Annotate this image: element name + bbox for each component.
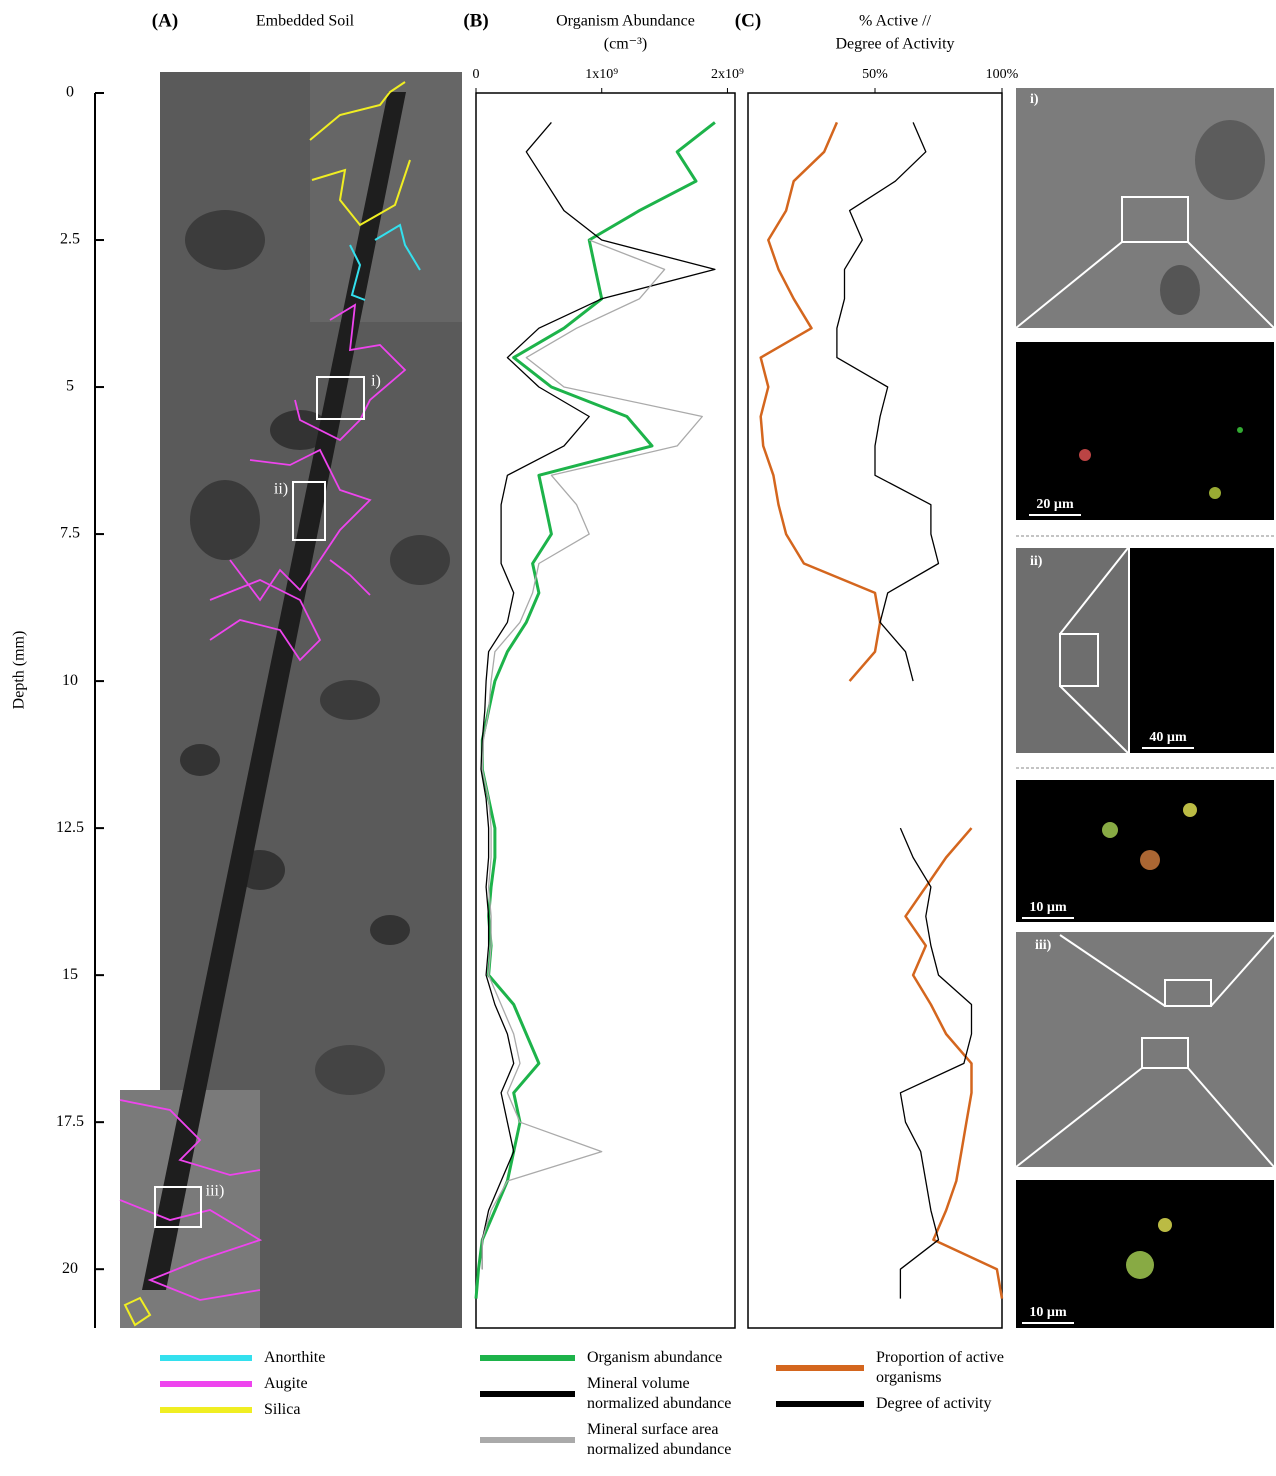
cell-signal — [1140, 850, 1160, 870]
y-tick-label: 10 — [62, 672, 78, 689]
legend-entry: Anorthite — [160, 1348, 325, 1368]
legend: Anorthite Augite Silica — [160, 1348, 325, 1426]
y-tick-label: 12.5 — [56, 819, 84, 836]
region-label: iii) — [206, 1183, 225, 1200]
legend: Organism abundance Mineral volume normali… — [480, 1348, 762, 1466]
chart-subtitle: Degree of Activity — [835, 36, 954, 53]
scale-label: 10 µm — [1029, 1305, 1067, 1320]
micrograph-label: iii) — [1035, 938, 1052, 953]
x-tick-label: 100% — [986, 67, 1019, 82]
legend-entry: Augite — [160, 1374, 325, 1394]
data-line — [476, 122, 715, 1298]
data-line — [482, 240, 702, 1269]
legend-swatch — [480, 1391, 575, 1397]
micrograph — [1016, 548, 1128, 753]
y-axis-label: Depth (mm) — [11, 631, 28, 710]
figure: (A) Embedded Soil Depth (mm) 0 2.5 5 7.5 10 1… — [0, 0, 1276, 1476]
legend-entry: Mineral volume normalized abundance — [480, 1374, 762, 1414]
pore — [390, 535, 450, 585]
pore — [1195, 120, 1265, 200]
cell-signal — [1079, 449, 1091, 461]
legend-label: Augite — [264, 1374, 308, 1394]
legend-swatch — [160, 1407, 252, 1413]
data-line — [761, 122, 1002, 1298]
y-tick-label: 2.5 — [60, 231, 80, 248]
y-tick-label: 0 — [66, 84, 74, 101]
y-tick-label: 15 — [62, 966, 78, 983]
panel-title: Embedded Soil — [256, 13, 355, 30]
legend-label: Mineral surface area normalized abundanc… — [587, 1420, 762, 1460]
legend-entry: Proportion of active organisms — [776, 1348, 1016, 1388]
pore — [1160, 265, 1200, 315]
region-label: i) — [371, 373, 381, 390]
legend-label: Anorthite — [264, 1348, 325, 1368]
chart-title: % Active // — [859, 13, 932, 30]
x-tick-label: 50% — [862, 67, 888, 82]
cell-signal — [1183, 803, 1197, 817]
micrograph-label: i) — [1030, 92, 1039, 107]
cell-signal — [1158, 1218, 1172, 1232]
micrograph-label: ii) — [1030, 554, 1043, 569]
pore — [320, 680, 380, 720]
legend-swatch — [160, 1355, 252, 1361]
legend-entry: Mineral surface area normalized abundanc… — [480, 1420, 762, 1460]
y-tick-label: 20 — [62, 1260, 78, 1277]
y-tick-label: 7.5 — [60, 525, 80, 542]
data-line — [837, 122, 972, 1298]
panel-label: (B) — [463, 10, 488, 31]
legend-label: Silica — [264, 1400, 300, 1420]
scale-label: 20 µm — [1036, 497, 1074, 512]
legend-swatch — [480, 1437, 575, 1443]
y-tick-label: 17.5 — [56, 1113, 84, 1130]
fluorescence-image — [1130, 548, 1274, 753]
legend-label: Organism abundance — [587, 1348, 762, 1368]
cell-signal — [1237, 427, 1243, 433]
scale-label: 10 µm — [1029, 900, 1067, 915]
x-tick-label: 0 — [473, 67, 480, 82]
region-label: ii) — [274, 481, 288, 498]
legend-swatch — [776, 1401, 864, 1407]
legend: Proportion of active organisms Degree of … — [776, 1348, 1016, 1420]
legend-label: Proportion of active organisms — [876, 1348, 1016, 1388]
legend-swatch — [776, 1365, 864, 1371]
pore — [370, 915, 410, 945]
cell-signal — [1209, 487, 1221, 499]
chart-title: Organism Abundance — [556, 13, 695, 30]
legend-swatch — [160, 1381, 252, 1387]
y-tick-label: 5 — [66, 378, 74, 395]
legend-swatch — [480, 1355, 575, 1361]
chart-subtitle: (cm⁻³) — [604, 36, 647, 53]
scale-label: 40 µm — [1149, 730, 1187, 745]
legend-label: Degree of activity — [876, 1394, 1016, 1414]
x-tick-label: 2x10⁹ — [711, 67, 744, 82]
fluorescence-image — [1016, 342, 1274, 520]
cell-signal — [1102, 822, 1118, 838]
cell-signal — [1126, 1251, 1154, 1279]
panel-label: (C) — [735, 10, 761, 31]
pore — [315, 1045, 385, 1095]
legend-entry: Organism abundance — [480, 1348, 762, 1368]
figure-canvas: (A) Embedded Soil Depth (mm) 0 2.5 5 7.5 10 1… — [0, 0, 1276, 1476]
legend-entry: Degree of activity — [776, 1394, 1016, 1414]
pore — [190, 480, 260, 560]
legend-entry: Silica — [160, 1400, 325, 1420]
panel-label: (A) — [152, 10, 178, 31]
pore — [180, 744, 220, 776]
legend-label: Mineral volume normalized abundance — [587, 1374, 762, 1414]
micrograph — [1016, 932, 1274, 1167]
pore — [185, 210, 265, 270]
x-tick-label: 1x10⁹ — [585, 67, 618, 82]
